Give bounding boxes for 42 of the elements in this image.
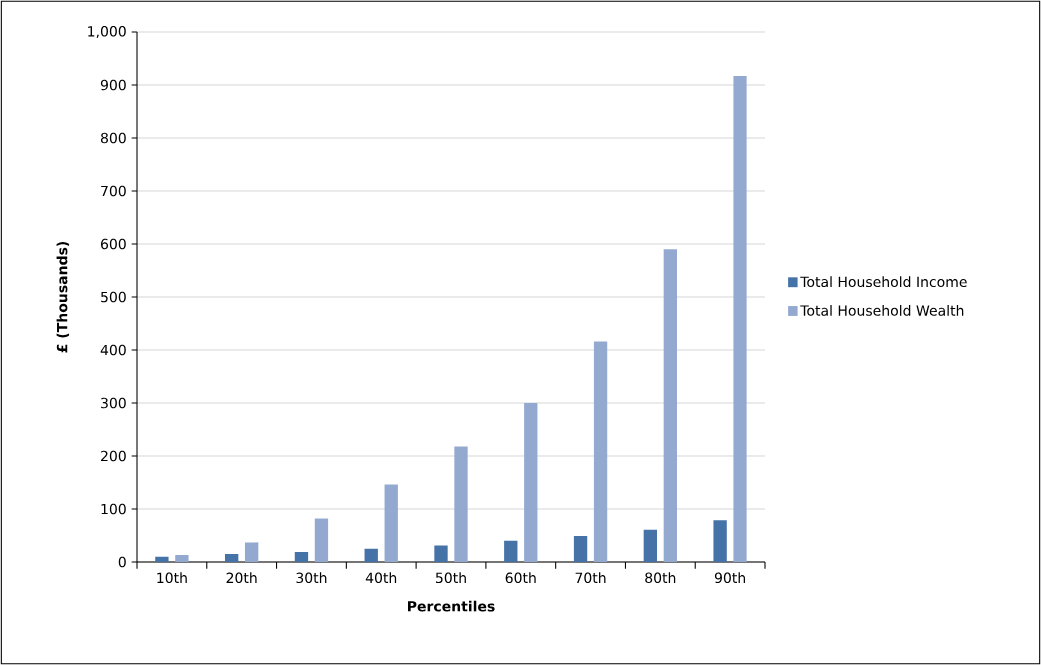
x-tick-label: 90th <box>714 572 745 584</box>
x-tick-label: 60th <box>505 572 536 584</box>
bar <box>294 551 309 562</box>
y-tick-label: 900 <box>100 79 126 91</box>
bar <box>434 545 448 562</box>
x-tick-label: 30th <box>296 572 327 584</box>
bar <box>524 403 538 562</box>
legend-label: Total Household Wealth <box>800 305 964 316</box>
y-tick-label: 700 <box>101 185 126 197</box>
x-tick-label: 40th <box>365 572 397 584</box>
bar <box>573 536 588 562</box>
x-axis-title: Percentiles <box>408 600 495 612</box>
y-tick-label: 1,000 <box>88 25 126 39</box>
y-tick-label: 300 <box>101 397 126 409</box>
y-tick-label: 100 <box>101 503 126 515</box>
bar <box>384 484 398 562</box>
bar <box>643 529 657 562</box>
bar <box>454 446 468 562</box>
bar <box>733 75 747 562</box>
y-tick-label: 0 <box>118 556 126 568</box>
x-tick-label: 50th <box>436 572 466 584</box>
y-tick-label: 400 <box>100 344 126 356</box>
bar <box>364 548 378 562</box>
y-tick-label: 600 <box>101 238 126 250</box>
x-tick-label: 80th <box>645 572 676 584</box>
bar <box>504 540 518 562</box>
bar <box>713 520 727 562</box>
legend-label: Total Household Income <box>800 276 967 288</box>
bar <box>314 518 329 562</box>
bar <box>245 542 259 562</box>
bar <box>155 556 169 562</box>
x-tick-label: 20th <box>226 572 257 584</box>
bar <box>593 341 608 562</box>
x-tick-label: 10th <box>157 572 187 584</box>
bar <box>175 555 189 562</box>
y-tick-label: 500 <box>101 291 126 303</box>
y-axis-title: £ (Thousands) <box>56 241 70 353</box>
y-tick-label: 800 <box>100 132 126 144</box>
x-tick-label: 70th <box>575 572 606 584</box>
y-tick-label: 200 <box>101 450 126 462</box>
bar <box>663 249 677 562</box>
bar <box>225 554 239 562</box>
